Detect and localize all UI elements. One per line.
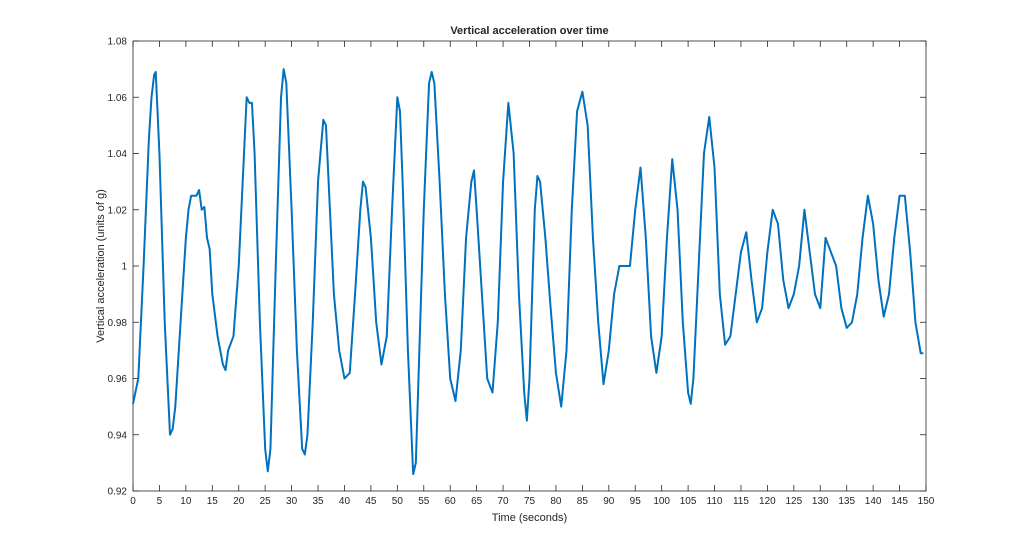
x-tick-label: 45 [365, 496, 377, 507]
x-tick-label: 20 [233, 496, 245, 507]
x-tick-label: 80 [550, 496, 562, 507]
x-tick-label: 15 [207, 496, 219, 507]
x-tick-label: 110 [707, 496, 723, 507]
y-tick-label: 1.06 [108, 93, 128, 104]
x-tick-label: 70 [498, 496, 510, 507]
y-tick-label: 0.98 [108, 318, 128, 329]
x-tick-label: 115 [733, 496, 749, 507]
x-tick-label: 60 [445, 496, 457, 507]
x-tick-label: 40 [339, 496, 351, 507]
x-tick-label: 120 [759, 496, 776, 507]
x-tick-label: 55 [418, 496, 430, 507]
x-tick-label: 95 [630, 496, 642, 507]
y-tick-label: 0.92 [108, 487, 128, 498]
x-tick-label: 50 [392, 496, 404, 507]
x-tick-label: 65 [471, 496, 483, 507]
y-axis-label: Vertical acceleration (units of g) [95, 189, 107, 342]
x-tick-label: 90 [603, 496, 615, 507]
x-tick-label: 130 [812, 496, 829, 507]
x-tick-label: 105 [680, 496, 697, 507]
x-tick-label: 0 [130, 496, 136, 507]
x-tick-label: 35 [312, 496, 324, 507]
x-tick-label: 135 [838, 496, 855, 507]
y-tick-label: 0.94 [108, 430, 128, 441]
x-tick-label: 10 [180, 496, 192, 507]
y-tick-label: 0.96 [108, 374, 128, 385]
x-tick-label: 100 [653, 496, 670, 507]
x-tick-label: 150 [918, 496, 935, 507]
y-tick-label: 1.02 [108, 205, 128, 216]
x-tick-label: 75 [524, 496, 536, 507]
x-tick-label: 140 [865, 496, 882, 507]
x-tick-label: 145 [891, 496, 908, 507]
chart-title: Vertical acceleration over time [450, 25, 608, 37]
x-tick-label: 5 [157, 496, 163, 507]
y-tick-label: 1.08 [108, 37, 128, 48]
x-tick-label: 25 [260, 496, 272, 507]
plot-area [132, 40, 927, 492]
x-tick-label: 30 [286, 496, 298, 507]
x-tick-label: 125 [785, 496, 802, 507]
y-tick-label: 1.04 [108, 149, 128, 160]
x-tick-label: 85 [577, 496, 589, 507]
x-axis-label: Time (seconds) [492, 512, 567, 524]
data-line [132, 68, 924, 476]
y-tick-label: 1 [121, 262, 127, 273]
